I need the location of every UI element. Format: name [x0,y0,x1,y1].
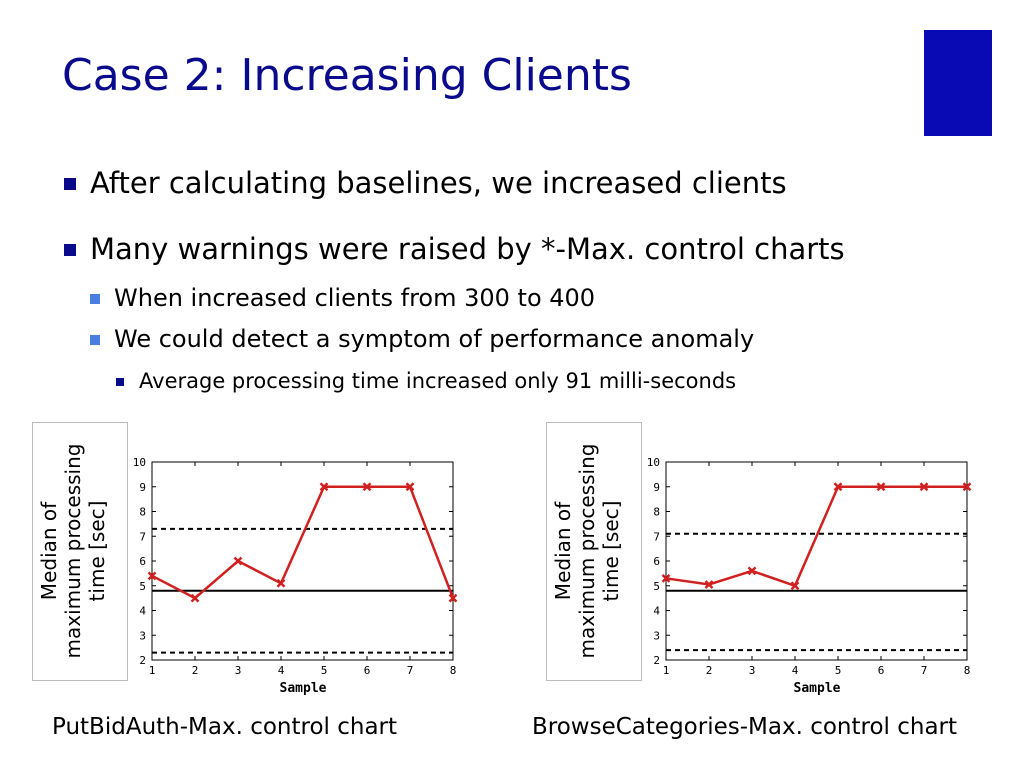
sub-sub-bullet-text: Average processing time increased only 9… [139,369,737,393]
square-bullet-icon [64,178,76,190]
x-tick-label: 8 [964,664,971,677]
x-tick-label: 8 [450,664,457,677]
data-series-line [151,485,455,600]
y-axis-label-line-2: maximum processing [575,444,599,659]
data-point-mark [190,593,200,603]
y-axis-label-line-3: time [sec] [85,501,109,602]
y-tick-label: 5 [139,580,146,593]
data-point-mark [405,482,415,492]
x-tick-label: 5 [835,664,842,677]
data-point [919,482,929,492]
square-bullet-icon [116,378,124,386]
y-tick-label: 10 [133,456,146,469]
data-point [962,482,972,492]
data-point [319,482,329,492]
data-point-mark [704,580,714,589]
x-tick-label: 1 [149,664,156,677]
y-tick-label: 2 [653,654,660,667]
bullet-text: After calculating baselines, we increase… [90,166,787,200]
data-point [661,573,671,583]
y-tick-label: 9 [139,481,146,494]
data-point-mark [876,482,886,492]
ylabel-box [546,422,642,681]
y-tick-label: 5 [653,580,660,593]
data-point-mark [661,573,671,583]
data-point [147,571,157,581]
x-tick-label: 6 [364,664,371,677]
putbidauth-control-chart: Median of maximum processing time [sec] … [32,422,458,696]
data-point-mark [790,581,800,591]
y-tick-label: 10 [647,456,660,469]
data-point-mark [276,578,286,588]
y-tick-label: 4 [653,605,660,618]
y-tick-label: 6 [139,555,146,568]
x-tick-label: 4 [278,664,285,677]
plot-frame [151,461,454,661]
y-tick-label: 9 [653,481,660,494]
sub-bullet-text: We could detect a symptom of performance… [114,325,755,353]
x-axis-label: Sample [794,681,841,696]
ylabel-box [32,422,128,681]
data-point [190,593,200,603]
data-series-line [665,485,967,588]
slide-title: Case 2: Increasing Clients [62,50,632,101]
x-tick-label: 3 [749,664,756,677]
data-point [876,482,886,492]
data-point-mark [233,556,243,566]
x-tick-label: 5 [321,664,328,677]
square-bullet-icon [90,335,100,345]
y-axis-label-line-2: maximum processing [61,444,85,659]
y-axis-label-line-3: time [sec] [599,501,623,602]
square-bullet-icon [64,244,76,256]
x-tick-label: 2 [192,664,199,677]
x-tick-label: 1 [663,664,670,677]
data-point [448,593,458,603]
y-tick-label: 2 [139,654,146,667]
data-point [233,556,243,566]
y-tick-label: 8 [139,506,146,519]
data-point [790,581,800,591]
y-tick-label: 7 [653,530,660,543]
y-tick-label: 6 [653,555,660,568]
data-point-mark [747,566,757,576]
y-axis-label-line-1: Median of [551,501,575,600]
data-point [405,482,415,492]
y-tick-label: 3 [139,629,146,642]
x-axis-label: Sample [280,681,327,696]
sub-bullet-text: When increased clients from 300 to 400 [114,284,596,312]
data-point-mark [919,482,929,492]
square-bullet-icon [90,294,100,304]
chart-caption-browsecategories: BrowseCategories-Max. control chart [532,714,958,740]
data-point-mark [962,482,972,492]
data-point-mark [319,482,329,492]
accent-block [924,30,992,136]
data-point [362,482,372,492]
x-tick-label: 7 [921,664,928,677]
x-tick-label: 7 [407,664,414,677]
data-point [276,578,286,588]
x-tick-label: 6 [878,664,885,677]
data-point [704,580,714,589]
browsecategories-control-chart: Median of maximum processing time [sec] … [546,422,972,696]
x-tick-label: 3 [235,664,242,677]
data-point [747,566,757,576]
y-tick-label: 7 [139,530,146,543]
plot-frame [665,461,968,661]
bullet-text: Many warnings were raised by *-Max. cont… [90,232,845,266]
y-axis-label-line-1: Median of [37,501,61,600]
y-tick-label: 8 [653,506,660,519]
y-tick-label: 3 [653,629,660,642]
data-point-mark [362,482,372,492]
x-tick-label: 2 [706,664,713,677]
x-tick-label: 4 [792,664,799,677]
y-tick-label: 4 [139,605,146,618]
data-point-mark [147,571,157,581]
chart-caption-putbidauth: PutBidAuth-Max. control chart [52,714,398,740]
data-point-mark [448,593,458,603]
data-point-mark [833,482,843,492]
data-point [833,482,843,492]
